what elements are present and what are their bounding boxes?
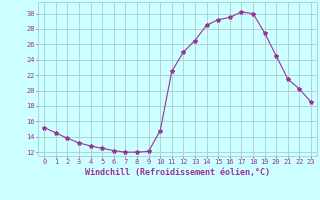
X-axis label: Windchill (Refroidissement éolien,°C): Windchill (Refroidissement éolien,°C) bbox=[85, 168, 270, 177]
